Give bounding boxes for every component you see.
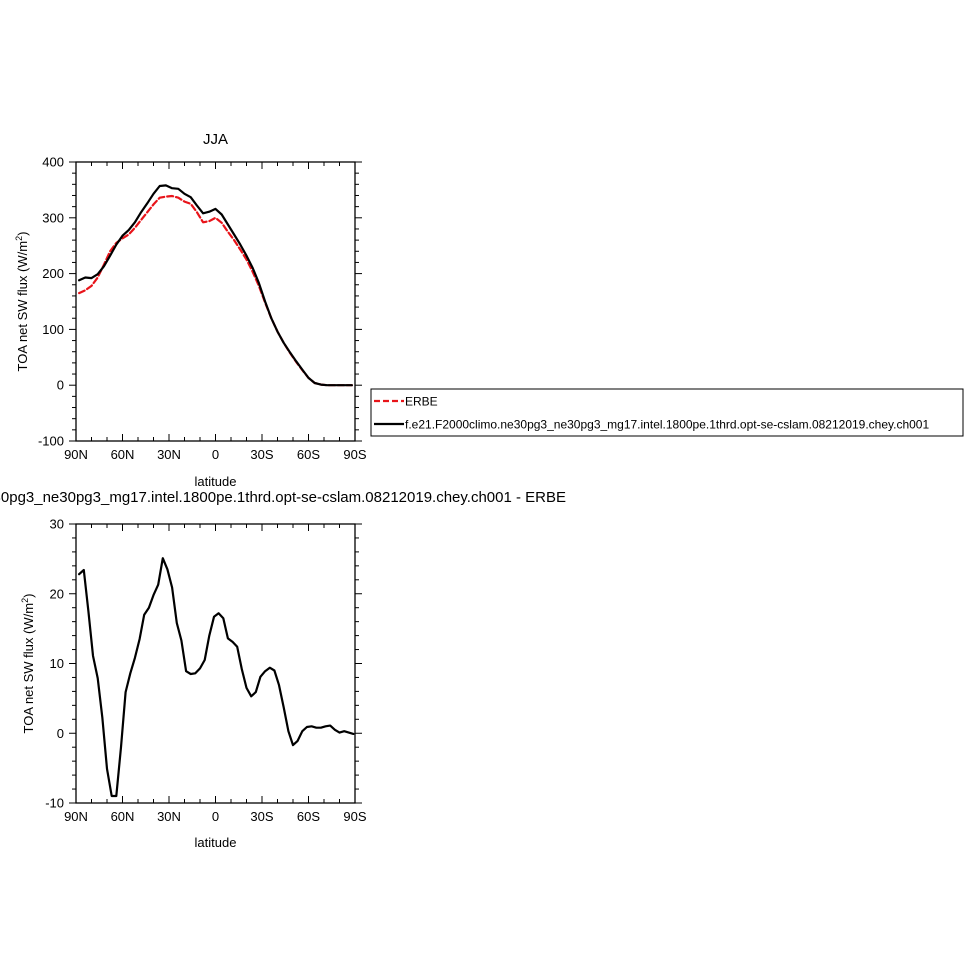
x-tick-label: 30N (157, 447, 181, 462)
x-tick-label: 90S (343, 447, 366, 462)
x-tick-label: 90N (64, 809, 88, 824)
series-line-0 (77, 557, 355, 798)
y-tick-label: 0 (57, 726, 64, 741)
x-tick-label: 60N (111, 809, 135, 824)
x-tick-label: 30S (250, 447, 273, 462)
legend: ERBE f.e21.F2000climo.ne30pg3_ne30pg3_mg1… (370, 388, 964, 437)
y-tick-label: 200 (42, 266, 64, 281)
x-tick-label: 30N (157, 809, 181, 824)
bottom-panel-difference: 90N 60N 30N 0 30S 60S 90S -10 0 10 20 30 f.e21.F2000… (0, 489, 566, 850)
y-tick-label: -100 (38, 434, 64, 449)
x-tick-label: 60S (297, 447, 320, 462)
y-tick-label: 20 (50, 586, 64, 601)
x-tick-label: 0 (212, 447, 219, 462)
top-panel-jja: 90N 60N 30N 0 30S 60S 90S -100 0 100 200 300 400 JJA l… (14, 131, 367, 489)
y-axis-label: TOA net SW flux (W/m2) (14, 232, 30, 372)
legend-entry: ERBE (405, 395, 438, 409)
x-tick-label: 60S (297, 809, 320, 824)
x-axis-label: latitude (195, 835, 237, 850)
y-tick-label: -10 (45, 796, 64, 811)
y-axis-label-end: ) (21, 594, 36, 598)
y-axis-label-main: TOA net SW flux (W/m (21, 603, 36, 734)
legend-entry: f.e21.F2000climo.ne30pg3_ne30pg3_mg17.in… (405, 418, 929, 432)
series-line-0 (77, 194, 353, 387)
legend-box (370, 388, 964, 437)
x-axis-label: latitude (195, 474, 237, 489)
chart-title: f.e21.F2000climo.ne30pg3_ne30pg3_mg17.in… (0, 489, 566, 506)
y-axis-label: TOA net SW flux (W/m2) (20, 594, 36, 734)
plot-frame (75, 523, 356, 804)
x-tick-label: 90S (343, 809, 366, 824)
y-axis-label-sup: 2 (14, 236, 24, 241)
y-axis-label-main: TOA net SW flux (W/m (15, 241, 30, 372)
x-tick-label: 60N (111, 447, 135, 462)
y-axis-label-end: ) (15, 232, 30, 236)
y-tick-label: 0 (57, 378, 64, 393)
y-tick-label: 100 (42, 322, 64, 337)
x-tick-label: 90N (64, 447, 88, 462)
y-axis-label-sup: 2 (20, 598, 30, 603)
y-tick-label: 30 (50, 517, 64, 532)
chart-title: JJA (203, 131, 228, 148)
plot-frame (75, 161, 356, 442)
x-tick-label: 30S (250, 809, 273, 824)
y-tick-label: 10 (50, 656, 64, 671)
series-line-1 (77, 184, 353, 387)
x-tick-label: 0 (212, 809, 219, 824)
y-tick-label: 400 (42, 155, 64, 170)
y-tick-label: 300 (42, 210, 64, 225)
